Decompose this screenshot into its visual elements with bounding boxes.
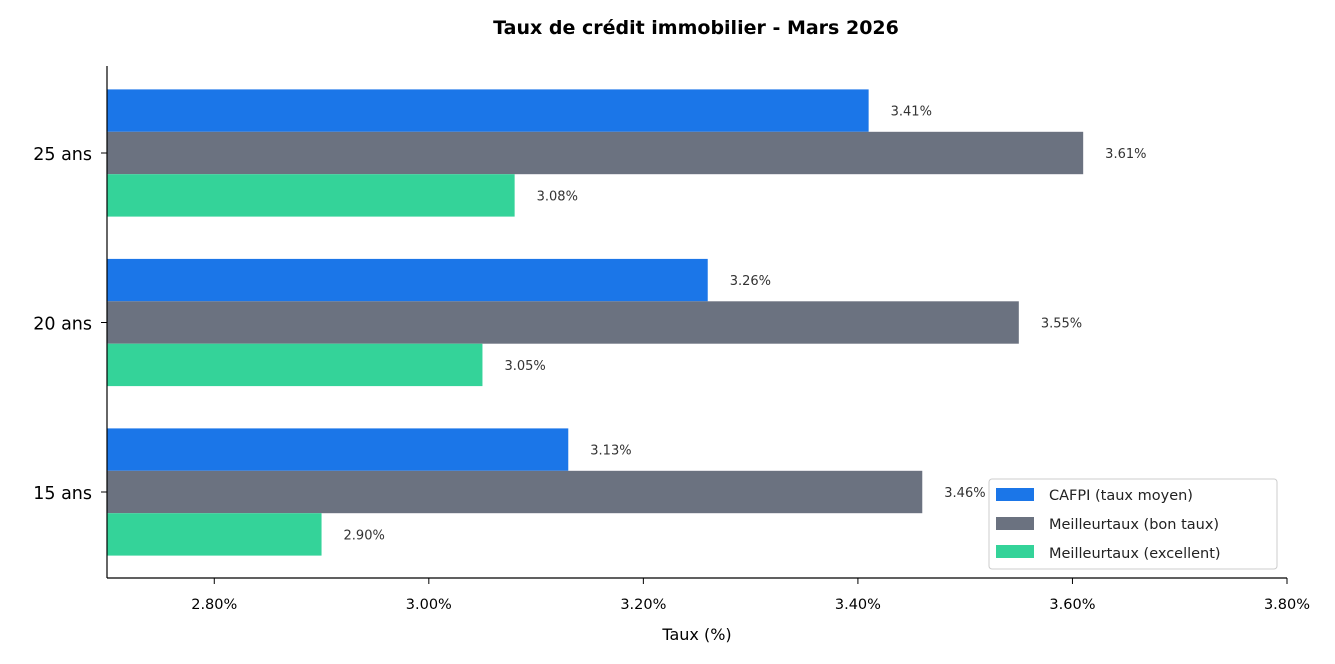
x-tick-label: 3.00% xyxy=(406,597,452,613)
data-labels-layer: 3.13% 3.46% 2.90% 3.26% 3.55% 3.05% 3.41% 3.61%… xyxy=(344,105,1147,544)
y-axis-ticks: 15 ans 20 ans 25 ans xyxy=(33,145,107,504)
data-label: 3.26% xyxy=(730,274,771,289)
legend-label-cafpi: CAFPI (taux moyen) xyxy=(1049,488,1193,504)
legend-swatch-cafpi xyxy=(996,488,1034,501)
x-tick-label: 3.20% xyxy=(620,597,666,613)
legend-box xyxy=(988,478,1278,570)
bar-15-ans-series-1 xyxy=(107,470,923,514)
bars-layer xyxy=(107,89,1084,556)
x-tick-label: 3.60% xyxy=(1049,597,1095,613)
bar-25-ans-series-1 xyxy=(107,131,1084,175)
data-label: 3.55% xyxy=(1041,317,1082,332)
x-tick-label: 3.80% xyxy=(1264,597,1310,613)
data-label: 3.05% xyxy=(504,359,545,374)
y-tick-label: 25 ans xyxy=(33,145,92,165)
bar-20-ans-series-0 xyxy=(107,258,708,302)
legend-label-bon-taux: Meilleurtaux (bon taux) xyxy=(1049,517,1219,533)
bar-15-ans-series-2 xyxy=(107,513,322,556)
data-label: 3.13% xyxy=(590,444,631,459)
x-axis-ticks: 2.80% 3.00% 3.20% 3.40% 3.60% 3.80% xyxy=(191,578,1310,613)
legend-swatch-bon-taux xyxy=(996,517,1034,530)
data-label: 3.08% xyxy=(537,189,578,204)
data-label: 3.41% xyxy=(891,105,932,120)
bar-15-ans-series-0 xyxy=(107,428,569,471)
y-tick-label: 15 ans xyxy=(33,484,92,504)
x-tick-label: 2.80% xyxy=(191,597,237,613)
legend-label-excellent: Meilleurtaux (excellent) xyxy=(1049,546,1221,562)
bar-20-ans-series-1 xyxy=(107,301,1019,344)
y-tick-label: 20 ans xyxy=(33,315,92,335)
bar-25-ans-series-2 xyxy=(107,174,515,217)
x-tick-label: 3.40% xyxy=(835,597,881,613)
bar-25-ans-series-0 xyxy=(107,89,869,132)
data-label: 3.46% xyxy=(944,486,985,501)
data-label: 3.61% xyxy=(1105,147,1146,162)
legend-swatch-excellent xyxy=(996,545,1034,558)
bar-20-ans-series-2 xyxy=(107,343,483,387)
chart-title: Taux de crédit immobilier - Mars 2026 xyxy=(493,17,899,39)
data-label: 2.90% xyxy=(344,528,385,543)
legend: CAFPI (taux moyen) Meilleurtaux (bon tau… xyxy=(988,478,1278,570)
x-axis-label: Taux (%) xyxy=(661,625,731,644)
